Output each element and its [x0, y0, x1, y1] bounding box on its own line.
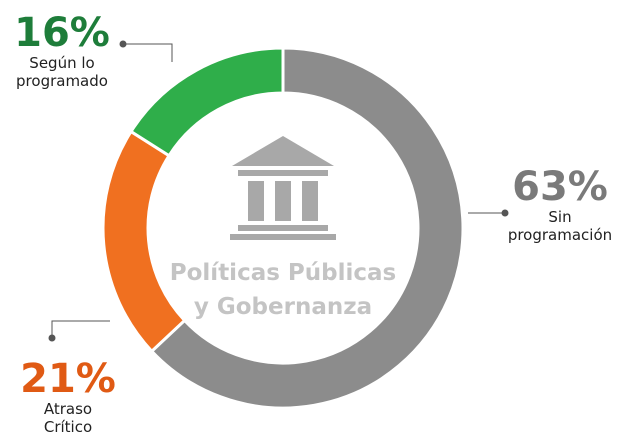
leader-dot	[48, 334, 56, 342]
value-label: 63%	[512, 164, 608, 210]
building-icon	[230, 136, 336, 240]
icon-pillar	[275, 181, 291, 221]
leader-dot	[119, 40, 127, 48]
value-label: 16%	[14, 10, 110, 56]
category-label: Según lo programado	[16, 54, 108, 90]
donut	[101, 46, 465, 410]
icon-base	[238, 225, 328, 231]
icon-roof	[232, 136, 334, 166]
center-label: Políticas Públicas	[170, 260, 396, 286]
category-label: Sin programación	[507, 208, 613, 244]
donut-slice	[149, 46, 465, 410]
category-label: Atraso Crítico	[43, 400, 93, 436]
icon-base	[230, 234, 336, 240]
icon-beam	[238, 170, 328, 176]
slice-label: 16% Según lo programado	[2, 12, 122, 90]
donut-slice	[128, 46, 285, 158]
slice-label: 63% Sin programación	[500, 166, 617, 244]
leader-dot	[501, 209, 509, 217]
icon-pillar	[302, 181, 318, 221]
leader-line	[123, 43, 173, 62]
center-label: y Gobernanza	[194, 294, 372, 320]
slice-label: 21% Atraso Crítico	[8, 358, 128, 436]
value-label: 21%	[20, 356, 116, 402]
leader-dots	[48, 40, 509, 342]
leader-lines	[51, 43, 505, 338]
icon-pillar	[248, 181, 264, 221]
leader-line	[51, 320, 110, 338]
donut-slice	[101, 129, 187, 354]
